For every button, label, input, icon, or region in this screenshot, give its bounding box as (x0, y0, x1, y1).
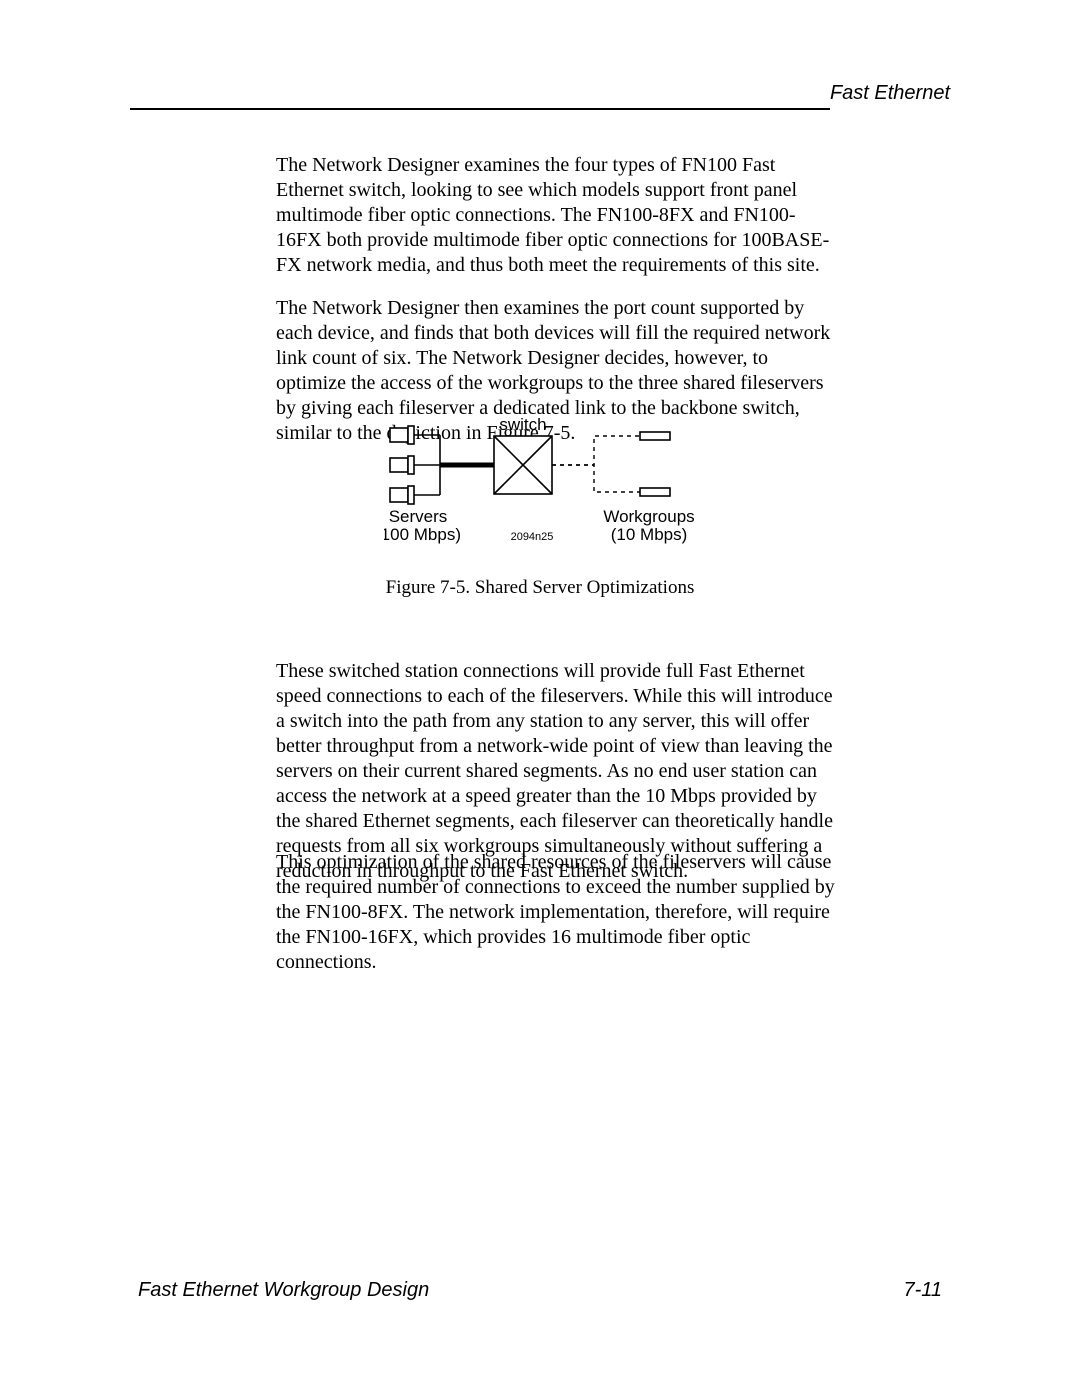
header-rule (130, 108, 830, 110)
paragraph-1: The Network Designer examines the four t… (276, 153, 836, 278)
server-icon (390, 486, 414, 504)
workgroup-icon (640, 432, 670, 440)
workgroup-icon (640, 488, 670, 496)
footer-left: Fast Ethernet Workgroup Design (138, 1279, 429, 1302)
network-diagram-svg: switch (384, 418, 724, 558)
workgroups-label-2: (10 Mbps) (611, 525, 688, 544)
servers-label-2: (100 Mbps) (384, 525, 461, 544)
workgroups-label-1: Workgroups (603, 507, 694, 526)
footer-right: 7-11 (903, 1279, 942, 1302)
server-icon (390, 426, 414, 444)
page: Fast Ethernet The Network Designer exami… (0, 0, 1080, 1397)
server-icon (390, 456, 414, 474)
paragraph-4: This optimization of the shared resource… (276, 850, 836, 975)
figure-caption: Figure 7-5. Shared Server Optimizations (0, 577, 1080, 599)
figure-ref: 2094n25 (511, 531, 554, 543)
switch-label: switch (499, 418, 546, 434)
figure-7-5: switch (384, 418, 724, 558)
running-head: Fast Ethernet (830, 82, 950, 105)
servers-label-1: Servers (389, 507, 448, 526)
